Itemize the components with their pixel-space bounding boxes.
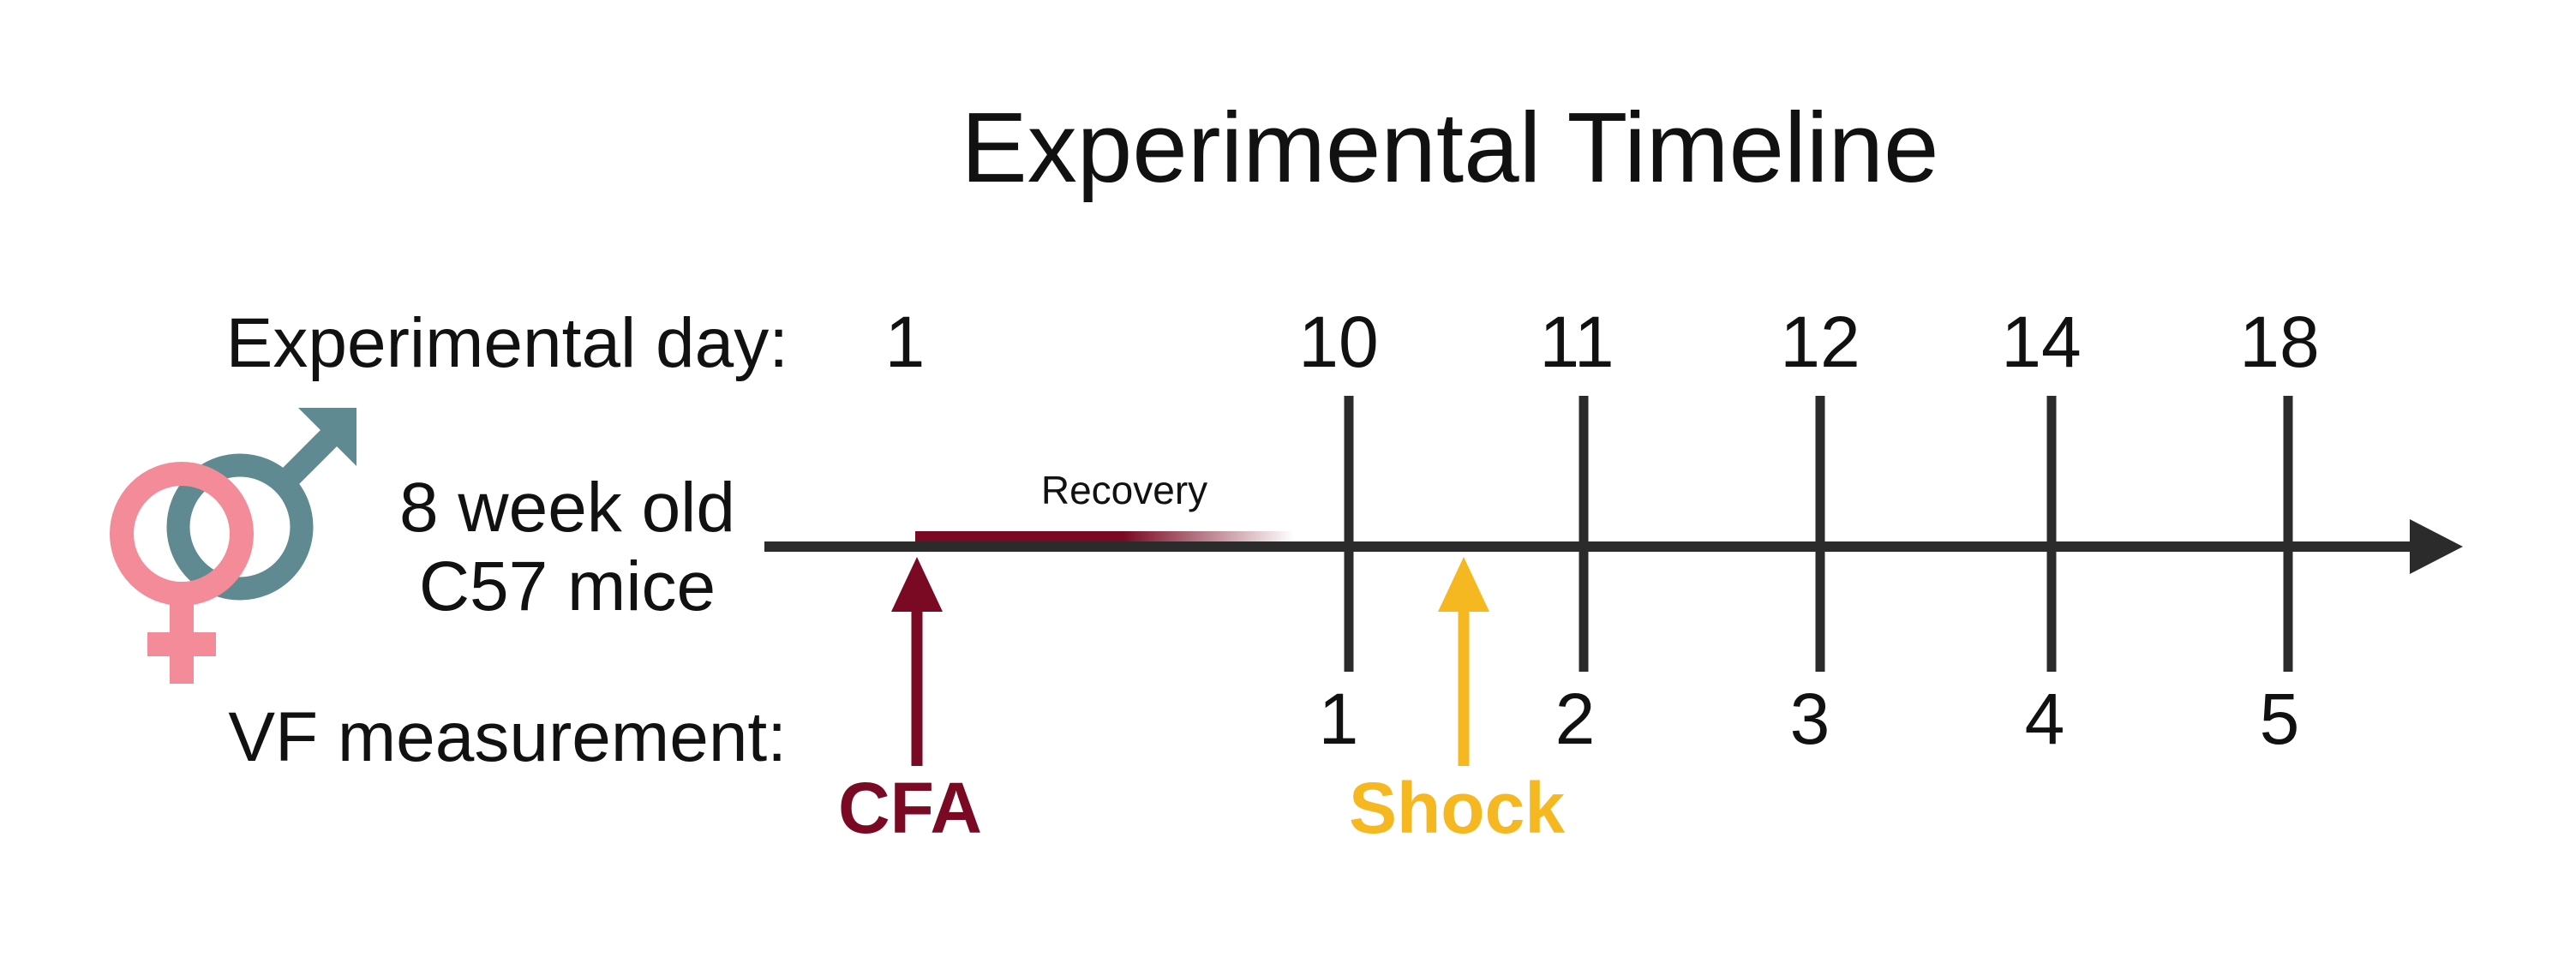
day-number: 18: [2239, 302, 2319, 382]
timeline-arrowhead-icon: [2410, 519, 2463, 574]
female-male-symbols-icon: [110, 408, 356, 684]
day-number: 1: [885, 302, 926, 382]
recovery-bar: [915, 531, 1294, 541]
shock-label: Shock: [1349, 768, 1565, 848]
recovery-label: Recovery: [1041, 468, 1207, 512]
female-symbol-icon: [110, 462, 254, 684]
page-title: Experimental Timeline: [961, 92, 1938, 203]
shock-arrow-icon: [1438, 557, 1489, 766]
cfa-arrow-icon: [891, 557, 943, 766]
vf-number: 5: [2260, 679, 2300, 759]
male-symbol-icon: [166, 416, 351, 601]
day-numbers: 1 10 11 12 14 18: [885, 302, 2320, 382]
vf-measurement-numbers: 1 2 3 4 5: [1319, 679, 2300, 759]
vf-number: 2: [1555, 679, 1596, 759]
subject-line-1: 8 week old: [399, 469, 735, 547]
vf-measurement-label: VF measurement:: [228, 698, 787, 776]
vf-number: 1: [1319, 679, 1359, 759]
day-number: 14: [2001, 302, 2081, 382]
experimental-day-label: Experimental day:: [226, 304, 788, 382]
cfa-label: CFA: [838, 768, 982, 848]
day-number: 10: [1298, 302, 1378, 382]
male-arrowhead: [298, 408, 356, 466]
day-number: 12: [1780, 302, 1860, 382]
subject-line-2: C57 mice: [419, 547, 716, 625]
vf-number: 4: [2025, 679, 2065, 759]
vf-number: 3: [1790, 679, 1830, 759]
day-number: 11: [1539, 302, 1614, 382]
day-ticks: [1344, 396, 2293, 672]
